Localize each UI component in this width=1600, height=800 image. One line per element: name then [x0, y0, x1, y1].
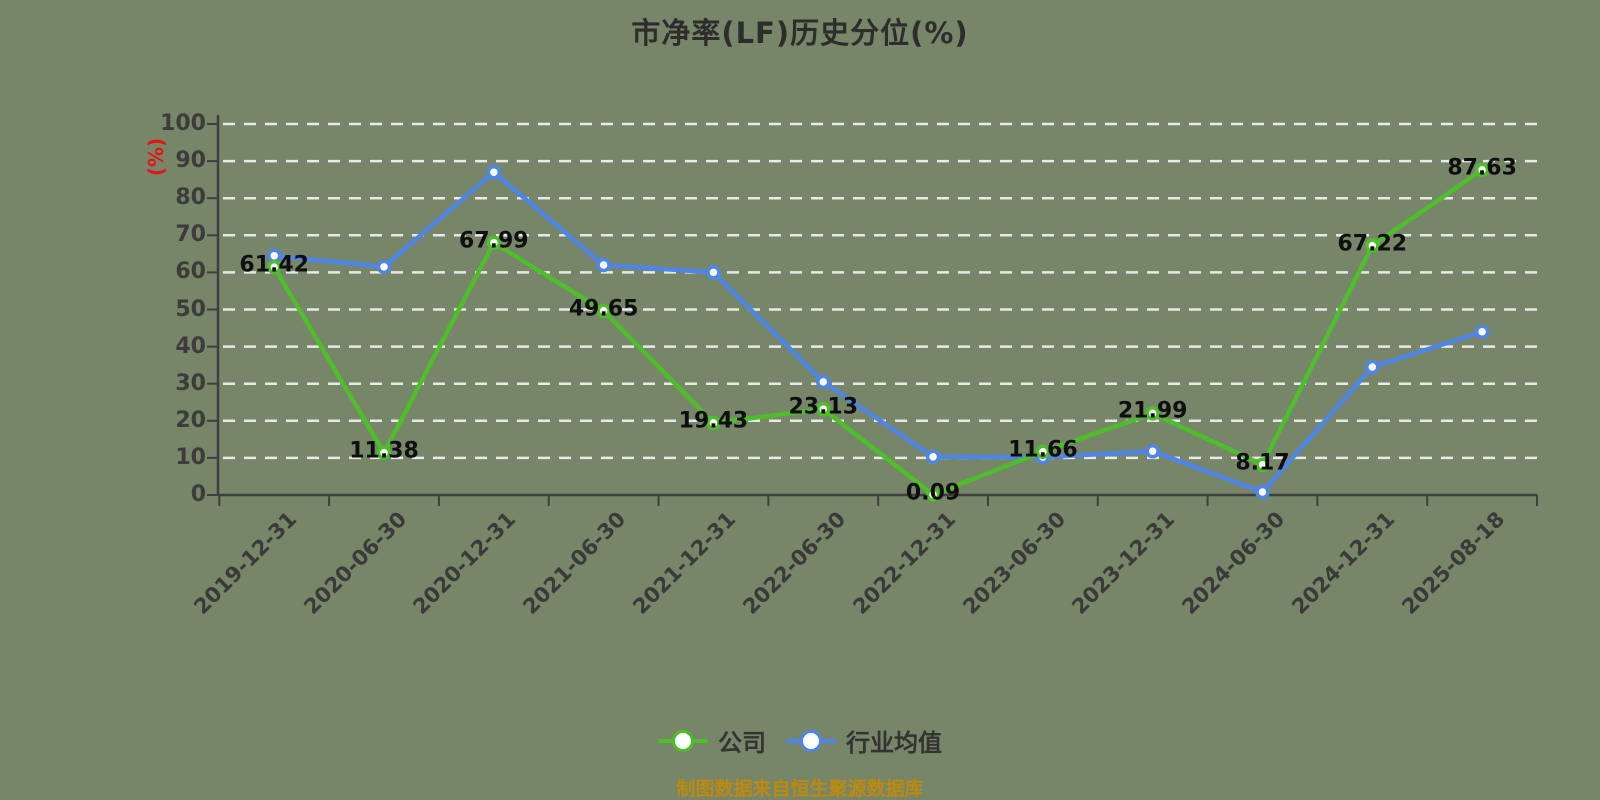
y-axis-tick-label: 20 [175, 407, 206, 433]
y-axis-tick-label: 40 [175, 333, 206, 359]
legend-item-company[interactable]: 公司 [658, 723, 766, 758]
y-axis-tick-label: 70 [175, 222, 206, 248]
industry-data-point-marker[interactable] [706, 265, 721, 280]
value-label: 8.17 [1235, 450, 1290, 476]
value-label: 67.99 [459, 228, 529, 254]
industry-data-point-marker[interactable] [486, 164, 502, 180]
company-data-point-marker[interactable] [486, 235, 502, 251]
value-label: 11.38 [349, 438, 419, 464]
company-data-point-marker[interactable] [1474, 162, 1490, 178]
y-axis-tick-label: 50 [175, 296, 206, 322]
value-label: 67.22 [1337, 231, 1408, 257]
company-data-point-marker[interactable] [1145, 406, 1160, 421]
industry-line [271, 169, 1485, 495]
company-data-point-marker[interactable] [1365, 238, 1380, 253]
chart-title: 市净率(LF)历史分位(%) [631, 16, 969, 50]
industry-data-point-marker[interactable] [1365, 359, 1380, 375]
value-label: 19.43 [678, 408, 749, 434]
industry-legend-line-icon [786, 729, 836, 752]
value-label: 21.99 [1117, 398, 1188, 424]
value-label: 11.66 [1008, 437, 1078, 463]
legend-label-industry: 行业均值 [846, 729, 942, 757]
industry-data-point-marker[interactable] [816, 374, 831, 390]
legend-item-industry[interactable]: 行业均值 [786, 723, 942, 758]
y-axis-tick-label: 0 [190, 482, 206, 507]
industry-data-point-marker[interactable] [596, 257, 611, 273]
industry-data-point-marker[interactable] [1145, 443, 1160, 459]
company-data-point-marker[interactable] [376, 445, 392, 461]
y-axis-tick-label: 60 [175, 259, 206, 285]
data-source-note: 制图数据来自恒生聚源数据库 [676, 778, 924, 800]
company-data-point-marker[interactable] [925, 487, 941, 502]
y-axis-tick-label: 90 [175, 148, 206, 174]
company-data-point-marker[interactable] [816, 401, 831, 417]
value-label: 0.09 [905, 480, 961, 506]
y-axis-tick-label: 100 [160, 111, 206, 136]
industry-data-point-marker[interactable] [925, 449, 941, 465]
company-line [271, 167, 1485, 497]
company-legend-marker-icon [672, 729, 694, 752]
company-data-point-marker[interactable] [1255, 457, 1270, 472]
industry-data-point-marker[interactable] [1255, 484, 1270, 500]
industry-data-point-marker[interactable] [1474, 324, 1490, 340]
y-axis-tick-label: 30 [175, 370, 206, 396]
value-label: 61.42 [239, 252, 309, 278]
legend: 公司 行业均值 [0, 723, 1600, 758]
company-legend-line-icon [658, 729, 708, 752]
legend-label-company: 公司 [718, 729, 766, 757]
company-data-point-marker[interactable] [1035, 444, 1051, 459]
industry-data-point-marker[interactable] [376, 259, 392, 275]
company-data-point-marker[interactable] [266, 259, 282, 275]
y-axis-tick-label: 10 [175, 444, 206, 470]
industry-legend-marker-icon [800, 729, 822, 752]
company-data-point-marker[interactable] [706, 415, 721, 431]
value-label: 49.65 [568, 296, 639, 322]
company-data-point-marker[interactable] [596, 303, 611, 319]
value-label: 87.63 [1447, 155, 1517, 181]
y-axis-tick-label: 80 [175, 185, 206, 211]
value-label: 23.13 [788, 394, 859, 420]
